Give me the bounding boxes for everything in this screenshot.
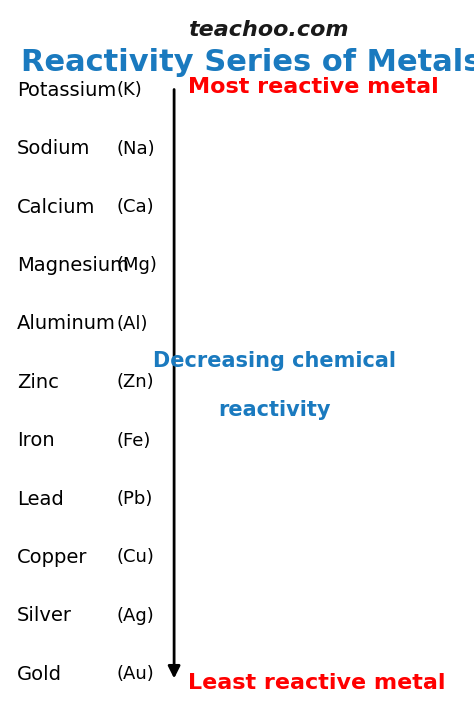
Text: Decreasing chemical: Decreasing chemical bbox=[153, 351, 395, 372]
Text: Magnesium: Magnesium bbox=[17, 256, 129, 275]
Text: teachoo.com: teachoo.com bbox=[189, 20, 349, 40]
Text: Least reactive metal: Least reactive metal bbox=[188, 673, 446, 692]
Text: (Pb): (Pb) bbox=[117, 490, 154, 508]
Text: (Mg): (Mg) bbox=[117, 257, 158, 274]
Text: reactivity: reactivity bbox=[218, 400, 330, 420]
Text: Most reactive metal: Most reactive metal bbox=[188, 77, 439, 97]
Text: Gold: Gold bbox=[17, 665, 62, 684]
Text: (Au): (Au) bbox=[117, 666, 155, 683]
Text: Aluminum: Aluminum bbox=[17, 314, 116, 333]
Text: Silver: Silver bbox=[17, 606, 72, 625]
Text: Iron: Iron bbox=[17, 431, 55, 450]
Text: (Al): (Al) bbox=[117, 315, 148, 333]
Text: (Ag): (Ag) bbox=[117, 607, 155, 625]
Text: (Ca): (Ca) bbox=[117, 198, 155, 216]
Text: (Na): (Na) bbox=[117, 140, 155, 158]
Text: Calcium: Calcium bbox=[17, 197, 95, 216]
Text: Copper: Copper bbox=[17, 548, 88, 567]
Text: (Zn): (Zn) bbox=[117, 373, 155, 391]
Text: Sodium: Sodium bbox=[17, 139, 91, 158]
Text: Potassium: Potassium bbox=[17, 80, 116, 99]
Text: Zinc: Zinc bbox=[17, 373, 59, 392]
Text: (Fe): (Fe) bbox=[117, 431, 151, 450]
Text: Reactivity Series of Metals: Reactivity Series of Metals bbox=[21, 48, 474, 78]
Text: (Cu): (Cu) bbox=[117, 548, 155, 566]
Text: (K): (K) bbox=[117, 81, 143, 99]
Text: Lead: Lead bbox=[17, 489, 64, 508]
